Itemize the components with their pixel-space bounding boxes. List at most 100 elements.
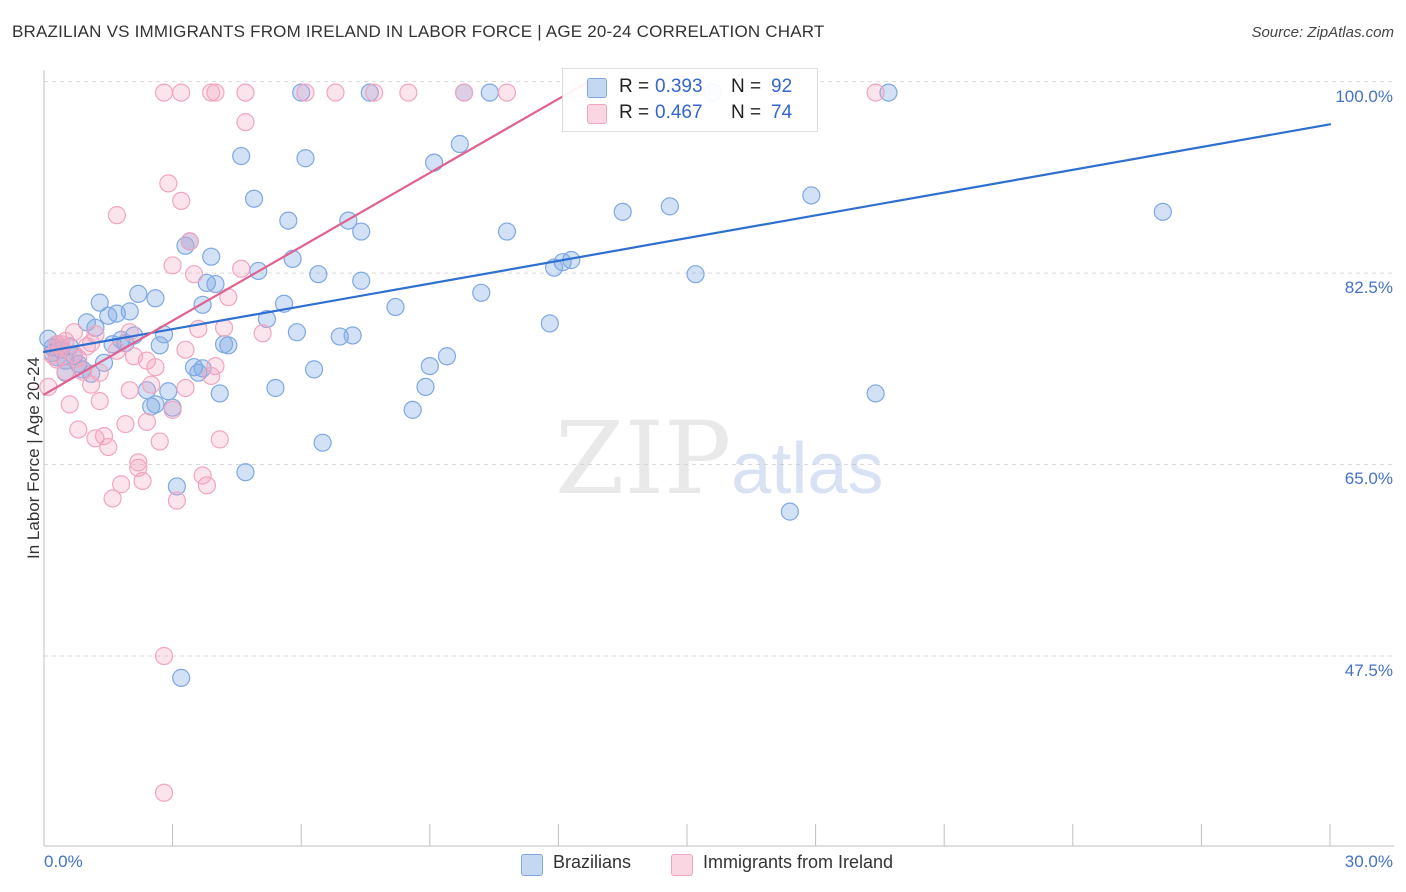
brazilians-point	[613, 202, 632, 221]
axes	[43, 70, 1394, 847]
brazilians-point	[167, 477, 186, 496]
legend-n-value-brazilians: 92	[771, 76, 793, 97]
ireland-point	[167, 491, 186, 510]
brazilians-point	[360, 83, 379, 102]
ireland-point	[146, 358, 165, 377]
bottom-legend: Brazilians Immigrants from Ireland	[0, 852, 1406, 878]
ireland-point	[56, 362, 75, 381]
ireland-point	[197, 476, 216, 495]
trendlines	[42, 80, 1332, 396]
trendline-brazilians	[42, 123, 1332, 353]
ireland-point	[176, 378, 195, 398]
ireland-point	[99, 437, 118, 457]
ireland-point	[236, 83, 255, 102]
y-axis-label: In Labor Force | Age 20-24	[24, 357, 43, 559]
brazilians-point	[1153, 202, 1172, 221]
ireland-point	[399, 83, 418, 102]
brazilians-point	[146, 289, 165, 308]
ireland-point	[172, 83, 191, 102]
series-brazilians-points	[39, 83, 1172, 687]
brazilians-point	[292, 83, 311, 102]
ireland-point	[866, 83, 885, 102]
brazilians-point	[210, 384, 229, 403]
ireland-point	[454, 83, 474, 102]
brazilians-point	[279, 211, 298, 230]
ireland-point	[202, 366, 221, 386]
brazilians-point	[120, 302, 139, 321]
brazilians-point	[266, 378, 285, 398]
ireland-point	[326, 83, 345, 102]
brazilians-point	[330, 327, 349, 346]
ireland-point	[180, 232, 199, 251]
legend-n-value-ireland: 74	[771, 102, 793, 123]
ireland-point	[137, 412, 156, 431]
ireland-point	[60, 395, 79, 414]
ireland-point	[90, 392, 109, 411]
ireland-point	[116, 414, 135, 434]
brazilians-point	[420, 357, 439, 376]
ireland-point	[112, 475, 131, 494]
ireland-point	[154, 83, 174, 102]
brazilians-point	[287, 323, 307, 342]
ireland-point	[154, 646, 174, 666]
chart-title: BRAZILIAN VS IMMIGRANTS FROM IRELAND IN …	[12, 22, 825, 41]
brazilians-point	[540, 314, 559, 333]
brazilians-point	[232, 146, 251, 166]
y-tick-label-65: 65.0%	[1344, 469, 1393, 488]
bottom-legend-label-ireland: Immigrants from Ireland	[703, 852, 894, 872]
legend-swatch-ireland	[587, 104, 607, 124]
legend-n-label: N =	[731, 76, 762, 97]
brazilians-point	[202, 247, 221, 266]
legend-r-label: R =	[619, 76, 650, 97]
brazilians-point	[236, 463, 255, 482]
brazilians-point	[219, 336, 238, 355]
brazilians-point	[403, 400, 422, 419]
brazilians-point	[244, 189, 264, 208]
legend-swatch-brazilians	[587, 78, 607, 98]
y-tick-label-47-5: 47.5%	[1344, 661, 1393, 680]
ireland-point	[103, 489, 122, 508]
legend-n-label: N =	[731, 102, 762, 123]
ireland-point	[206, 83, 225, 102]
brazilians-point	[497, 222, 517, 241]
bottom-legend-swatch-brazilians	[521, 854, 543, 876]
ireland-point	[497, 83, 517, 102]
ireland-point	[163, 400, 182, 419]
ireland-point	[154, 783, 174, 802]
ireland-point	[253, 324, 272, 343]
ireland-point	[202, 83, 221, 102]
brazilians-point	[424, 153, 444, 172]
ireland-point	[364, 83, 384, 102]
brazilians-point	[296, 149, 315, 168]
x-tick-label-min: 0.0%	[44, 852, 83, 871]
watermark-atlas: atlas	[731, 429, 884, 509]
brazilians-point	[309, 265, 328, 284]
brazilians-point	[866, 384, 885, 403]
watermark: ZIPatlas	[555, 400, 883, 517]
ireland-point	[142, 375, 161, 394]
brazilians-point	[450, 134, 469, 154]
legend: R = 0.393 N = 92 R = 0.467 N = 74	[562, 68, 818, 132]
brazilians-point	[416, 377, 435, 396]
ireland-point	[193, 466, 212, 485]
ireland-point	[150, 432, 169, 451]
brazilians-point	[206, 274, 225, 294]
trendline-ireland	[42, 80, 590, 396]
ireland-point	[120, 381, 139, 400]
legend-r-value-brazilians: 0.393	[655, 76, 703, 97]
brazilians-point	[780, 502, 799, 521]
ireland-point	[176, 340, 195, 359]
brazilians-point	[472, 283, 491, 302]
bottom-legend-label-brazilians: Brazilians	[553, 852, 632, 872]
ireland-point	[159, 174, 178, 193]
brazilians-point	[352, 222, 371, 241]
ireland-point	[86, 325, 105, 344]
watermark-zip: ZIP	[555, 400, 732, 517]
brazilians-point	[172, 668, 191, 687]
legend-r-label: R =	[619, 102, 650, 123]
brazilians-point	[304, 360, 324, 379]
brazilians-point	[90, 293, 109, 312]
ireland-point	[69, 420, 88, 439]
ireland-point	[236, 113, 255, 132]
